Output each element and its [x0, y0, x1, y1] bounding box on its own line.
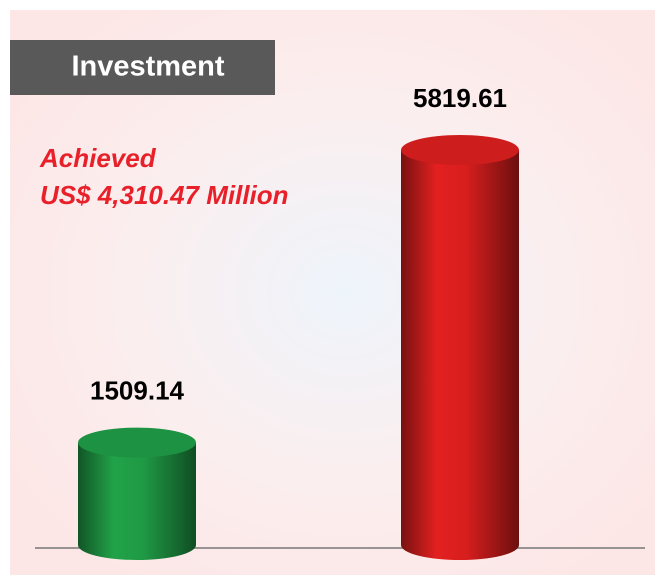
bar: [78, 442, 196, 560]
bar: [401, 150, 519, 560]
chart-title: Investment: [71, 51, 224, 83]
data-label: 5819.61: [413, 83, 507, 113]
bar-top: [78, 427, 196, 458]
data-label: 1509.14: [90, 375, 185, 405]
title-box: [10, 40, 275, 95]
annotation: Achieved: [39, 143, 157, 173]
annotation: US$ 4,310.47 Million: [40, 180, 289, 210]
bar-top: [401, 135, 519, 165]
